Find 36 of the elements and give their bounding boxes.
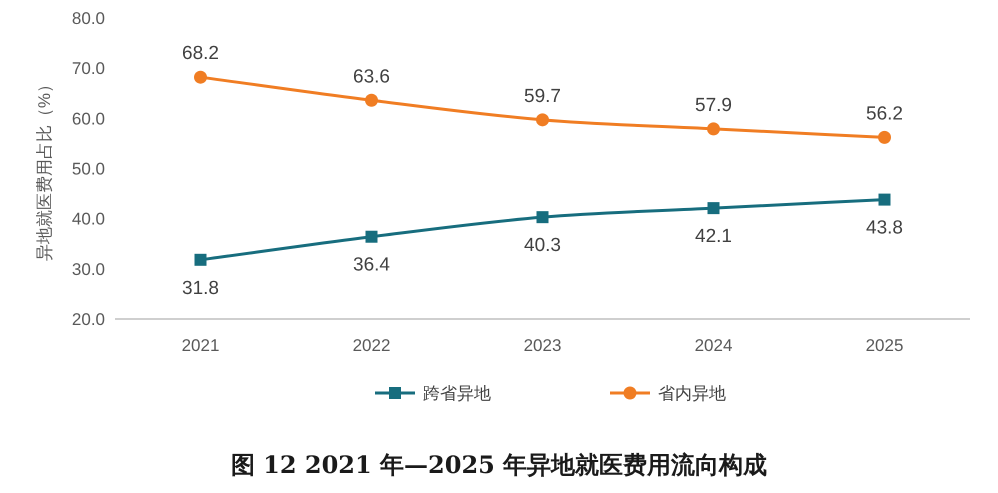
point — [708, 202, 720, 214]
data-label: 42.1 — [695, 226, 732, 248]
y-tick-label: 70.0 — [72, 59, 105, 78]
data-label: 63.6 — [353, 66, 390, 88]
point — [365, 94, 378, 107]
data-label: 36.4 — [353, 254, 390, 276]
point — [536, 113, 549, 126]
point — [194, 254, 206, 266]
data-label: 56.2 — [866, 103, 903, 124]
y-tick-label: 50.0 — [72, 160, 105, 178]
legend-label: 跨省异地 — [423, 384, 491, 403]
data-label: 68.2 — [182, 43, 219, 64]
data-label: 40.3 — [524, 235, 561, 256]
x-tick-label: 2025 — [866, 336, 904, 355]
data-label: 57.9 — [695, 94, 732, 116]
point — [536, 211, 548, 224]
data-label: 59.7 — [524, 86, 561, 107]
text: 图 12 2021 年—2025 年异地就医费用流向构成 — [230, 450, 768, 479]
point — [878, 194, 890, 206]
data-label: 43.8 — [866, 218, 903, 239]
y-tick-label: 30.0 — [72, 260, 105, 279]
point — [878, 130, 891, 144]
point — [194, 70, 207, 84]
y-axis-title: 异地就医费用占比（%） — [35, 76, 54, 262]
point — [366, 230, 378, 243]
y-tick-label: 60.0 — [72, 109, 105, 128]
x-tick-label: 2022 — [352, 336, 390, 355]
legend-label: 省内异地 — [658, 384, 726, 403]
point — [707, 122, 720, 136]
data-label: 31.8 — [182, 278, 219, 299]
y-tick-label: 20.0 — [72, 310, 105, 329]
x-tick-label: 2024 — [694, 336, 732, 355]
y-tick-label: 80.0 — [72, 9, 105, 28]
x-tick-label: 2023 — [524, 336, 562, 355]
x-tick-label: 2021 — [182, 336, 220, 355]
y-tick-label: 40.0 — [72, 210, 105, 229]
